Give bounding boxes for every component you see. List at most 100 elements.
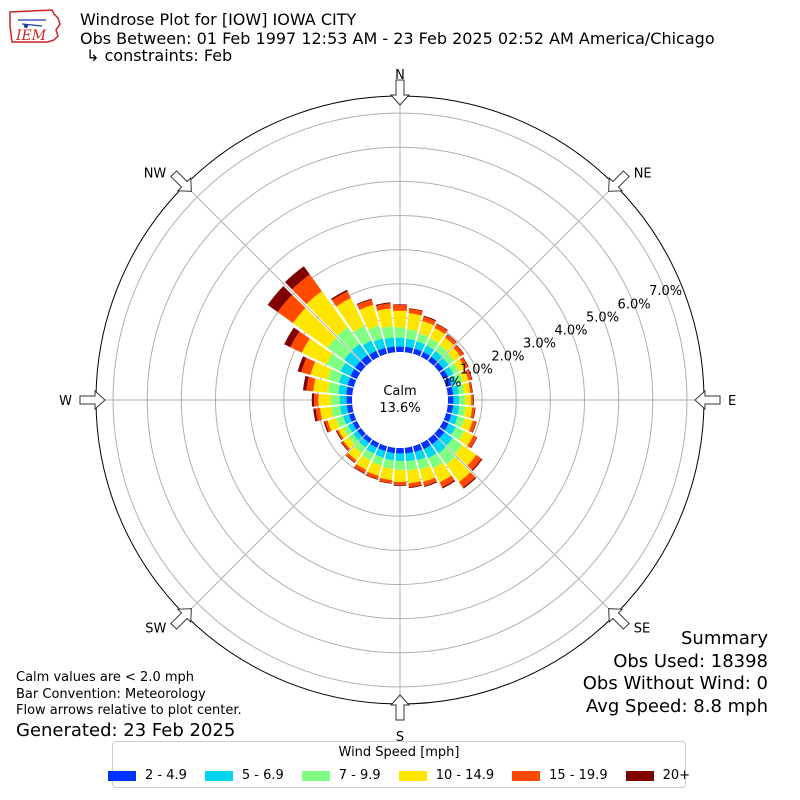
wind-bar-segment bbox=[422, 316, 436, 326]
direction-label-n: N bbox=[395, 68, 405, 83]
wind-bar-segment bbox=[434, 324, 448, 335]
flow-arrow bbox=[170, 608, 192, 630]
wind-bar-segment bbox=[311, 393, 315, 407]
wind-bar-segment bbox=[453, 345, 464, 357]
wind-bars bbox=[267, 266, 483, 489]
wind-bar-segment bbox=[331, 289, 348, 301]
wind-bar-segment bbox=[456, 344, 465, 355]
legend-swatch bbox=[204, 770, 233, 781]
wind-bar-segment bbox=[318, 393, 332, 407]
wind-bar-segment bbox=[441, 479, 456, 489]
direction-label-e: E bbox=[728, 394, 736, 409]
flow-arrow bbox=[694, 389, 721, 411]
wind-bar-segment bbox=[346, 404, 354, 414]
wind-bar-segment bbox=[455, 444, 477, 466]
wind-bar-segment bbox=[336, 298, 365, 332]
wind-bar-segment bbox=[420, 351, 431, 361]
calm-label: Calm bbox=[383, 384, 416, 399]
wind-bar-segment bbox=[343, 437, 355, 449]
wind-bar-segment bbox=[347, 422, 357, 433]
wind-bar-segment bbox=[324, 420, 332, 433]
flow-arrow bbox=[389, 694, 411, 721]
direction-label-s: S bbox=[396, 730, 404, 745]
grid-spoke bbox=[433, 184, 616, 367]
chart-title: Windrose Plot for [IOW] IOWA CITY bbox=[80, 10, 357, 29]
wind-bar-segment bbox=[458, 430, 474, 446]
wind-bar-segment bbox=[464, 394, 472, 406]
wind-bar-segment bbox=[340, 441, 349, 451]
wind-bar-segment bbox=[443, 412, 452, 423]
wind-bar-segment bbox=[336, 416, 346, 428]
wind-bar-segment bbox=[414, 449, 426, 461]
wind-bar-segment bbox=[459, 370, 469, 383]
wind-bar-segment bbox=[353, 325, 372, 346]
legend-swatch bbox=[625, 770, 654, 781]
wind-bar-segment bbox=[330, 394, 340, 406]
wind-bar-segment bbox=[418, 320, 434, 337]
wind-bar-segment bbox=[447, 347, 461, 362]
wind-bar-segment bbox=[345, 455, 356, 464]
wind-bar-segment bbox=[319, 406, 333, 420]
wind-bar-segment bbox=[462, 477, 477, 489]
wind-bar-segment bbox=[428, 434, 439, 445]
radial-tick-label: 5.0% bbox=[586, 310, 619, 325]
wind-bar-segment bbox=[442, 353, 455, 366]
calm-note: Calm values are < 2.0 mph bbox=[16, 670, 195, 685]
wind-bar-segment bbox=[365, 474, 378, 480]
wind-bar-segment bbox=[384, 337, 395, 348]
wind-bar-segment bbox=[338, 384, 348, 395]
wind-bar-segment bbox=[461, 418, 473, 432]
wind-bar-segment bbox=[462, 382, 471, 394]
wind-bar-segment bbox=[346, 395, 353, 405]
legend-swatch bbox=[301, 770, 330, 781]
wind-bar-segment bbox=[328, 382, 340, 394]
wind-bar-segment bbox=[451, 426, 465, 441]
wind-bar-segment bbox=[434, 428, 445, 439]
wind-bar-segment bbox=[375, 302, 391, 306]
wind-bar-segment bbox=[454, 359, 466, 372]
wind-bar-segment bbox=[347, 377, 357, 388]
flow-arrow bbox=[608, 170, 630, 192]
wind-bar-segment bbox=[306, 291, 348, 336]
wind-bar-segment bbox=[435, 344, 448, 357]
radial-tick-label: 4.0% bbox=[554, 323, 587, 338]
wind-bar-segment bbox=[468, 382, 473, 393]
wind-bar-segment bbox=[352, 420, 361, 430]
wind-bar-segment bbox=[448, 363, 459, 375]
legend-item: 2 - 4.9 bbox=[107, 768, 187, 783]
wind-bar-segment bbox=[426, 337, 439, 350]
direction-label-w: W bbox=[59, 394, 72, 409]
legend-item: 5 - 6.9 bbox=[204, 768, 284, 783]
wind-bar-segment bbox=[428, 453, 443, 469]
wind-bar-segment bbox=[448, 414, 458, 425]
wind-bar-segment bbox=[369, 350, 380, 361]
wind-bar-segment bbox=[378, 443, 388, 452]
wind-bar-segment bbox=[416, 333, 429, 345]
summary-panel: Summary Obs Used: 18398 Obs Without Wind… bbox=[583, 628, 768, 718]
wind-bar-segment bbox=[416, 457, 430, 470]
legend-swatch bbox=[107, 770, 136, 781]
wind-bar-segment bbox=[292, 274, 322, 305]
wind-bar-segment bbox=[454, 373, 463, 384]
bar-convention-note: Bar Convention: Meteorology bbox=[16, 686, 206, 702]
wind-bar-segment bbox=[297, 356, 307, 373]
wind-bar-segment bbox=[393, 310, 407, 328]
wind-bar-segment bbox=[301, 357, 316, 375]
wind-bar-segment bbox=[327, 417, 340, 431]
wind-bar-segment bbox=[451, 405, 460, 415]
wind-bar-segment bbox=[277, 294, 306, 323]
wind-bar-segment bbox=[306, 376, 316, 392]
radial-tick-label: 6.0% bbox=[618, 297, 651, 312]
wind-bar-segment bbox=[301, 338, 333, 365]
wind-bar-segment bbox=[357, 428, 366, 437]
obs-without-wind: Obs Without Wind: 0 bbox=[582, 673, 768, 694]
wind-bar-segment bbox=[356, 455, 371, 471]
calm-percent: 13.6% bbox=[379, 401, 420, 416]
wind-bar-segment bbox=[381, 326, 394, 339]
wind-bar-segment bbox=[467, 454, 482, 470]
legend-swatch bbox=[398, 770, 427, 781]
wind-bar-segment bbox=[395, 337, 405, 347]
wind-bar-segment bbox=[404, 346, 414, 354]
wind-bar-segment bbox=[470, 436, 478, 449]
wind-bar-segment bbox=[423, 345, 435, 356]
